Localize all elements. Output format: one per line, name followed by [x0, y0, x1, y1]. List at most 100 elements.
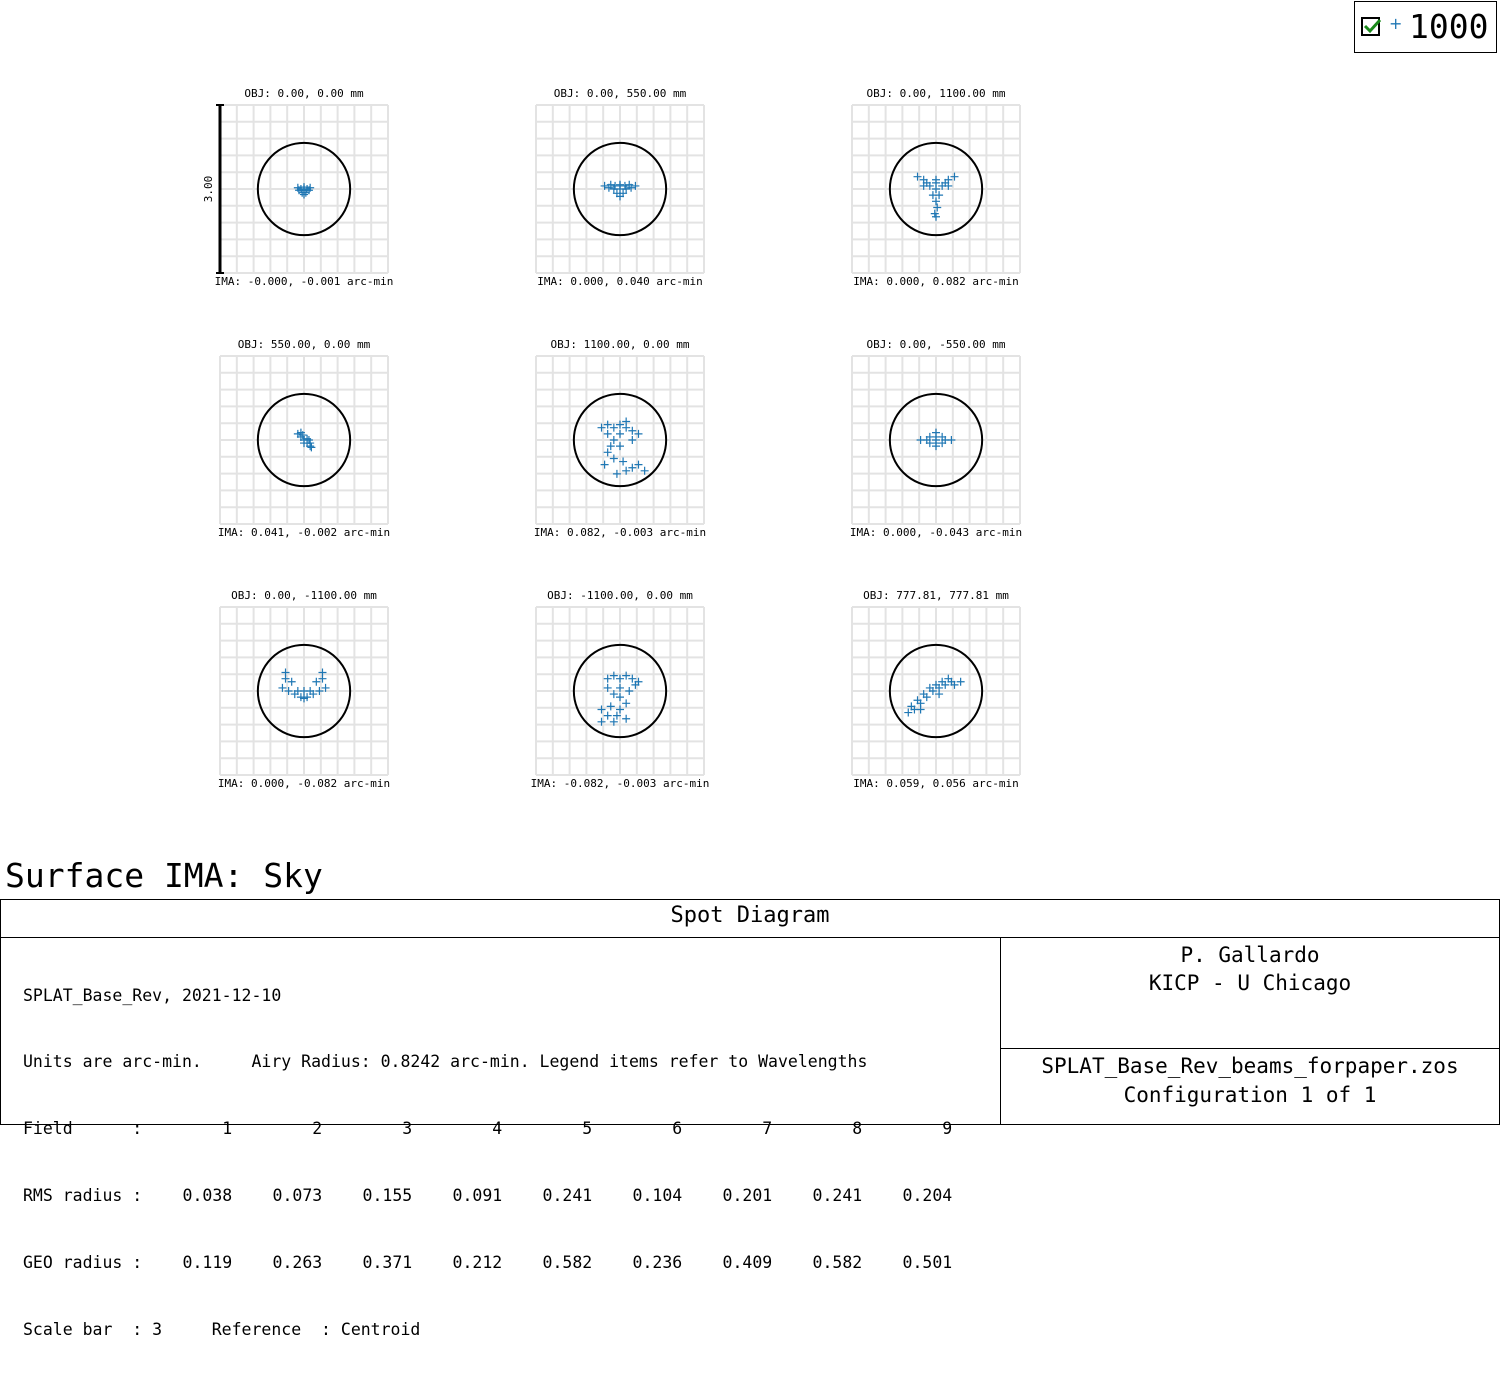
obj-label: OBJ: 1100.00, 0.00 mm [550, 338, 689, 351]
author-name: P. Gallardo [1180, 943, 1320, 967]
spot-point [287, 677, 296, 686]
field-value: 5 [582, 1119, 593, 1139]
spot-point [609, 454, 618, 463]
author-box: P. Gallardo KICP - U Chicago [1000, 937, 1499, 1049]
spot-point [922, 178, 931, 187]
spot-panel: OBJ: 1100.00, 0.00 mm IMA: 0.082, -0.003 … [534, 338, 706, 539]
spot-point [620, 181, 629, 190]
spot-point [622, 417, 631, 426]
spot-point [597, 705, 606, 714]
spot-point [616, 705, 624, 714]
spot-point [616, 693, 624, 702]
spot-point [907, 702, 916, 711]
airy-disk-circle [256, 643, 352, 739]
spot-point [611, 181, 620, 190]
rms-value: 0.204 [902, 1186, 953, 1206]
geo-label: GEO radius : [23, 1253, 143, 1273]
spot-point [932, 680, 940, 689]
spot-point [933, 203, 942, 212]
spot-point [634, 677, 643, 686]
obj-label: OBJ: 0.00, -1100.00 mm [231, 589, 377, 602]
geo-value: 0.371 [362, 1253, 413, 1273]
rms-value: 0.241 [542, 1186, 593, 1206]
spot-point [941, 178, 950, 187]
spot-point [938, 677, 947, 686]
legend-checkbox[interactable] [1361, 17, 1382, 36]
spot-point [932, 178, 940, 187]
obj-label: OBJ: 0.00, 0.00 mm [244, 87, 364, 100]
spot-point [603, 420, 612, 429]
airy-disk-circle [888, 141, 984, 237]
spot-point [300, 694, 308, 703]
info-details: SPLAT_Base_Rev, 2021-12-10 Units are arc… [23, 940, 952, 1386]
spot-point [603, 448, 612, 457]
spot-panel: OBJ: -1100.00, 0.00 mm IMA: -0.082, -0.00… [531, 589, 710, 790]
obj-label: OBJ: 550.00, 0.00 mm [238, 338, 371, 351]
check-icon [1363, 18, 1382, 34]
spot-point [616, 192, 624, 201]
spot-point [603, 683, 612, 692]
spot-point [944, 674, 953, 683]
surface-title: Surface IMA: Sky [5, 856, 323, 895]
legend-marker-icon: + [1389, 14, 1403, 33]
ima-label: IMA: 0.000, -0.082 arc-min [218, 777, 390, 790]
spot-point [321, 683, 330, 692]
spot-point [609, 690, 618, 699]
rms-value: 0.155 [362, 1186, 413, 1206]
geo-value: 0.119 [182, 1253, 233, 1273]
spot-point [600, 460, 609, 469]
ima-label: IMA: -0.082, -0.003 arc-min [531, 777, 710, 790]
info-panel: Spot Diagram SPLAT_Base_Rev, 2021-12-10 … [0, 899, 1500, 1339]
spot-point [628, 463, 637, 472]
field-value: 3 [402, 1119, 413, 1139]
spot-point [612, 711, 621, 720]
spot-point [627, 183, 636, 192]
spot-point [278, 683, 287, 692]
rms-value: 0.091 [452, 1186, 503, 1206]
rms-row: RMS radius : 0.038 0.073 0.155 0.091 0.241 0.1… [23, 1185, 952, 1207]
spot-point [603, 674, 612, 683]
ima-label: IMA: -0.000, -0.001 arc-min [215, 275, 394, 288]
rms-label: RMS radius : [23, 1186, 143, 1206]
spot-point [318, 674, 327, 683]
spot-point [616, 442, 624, 451]
scale-bar: 3.00 [202, 104, 224, 274]
spot-panel: OBJ: 550.00, 0.00 mm IMA: 0.041, -0.002 a… [218, 338, 390, 539]
rms-value: 0.104 [632, 1186, 683, 1206]
ima-label: IMA: 0.059, 0.056 arc-min [853, 777, 1019, 790]
info-title: Spot Diagram [1, 900, 1499, 938]
field-label: Field : [23, 1119, 143, 1139]
spot-point [950, 680, 959, 689]
spot-point [295, 186, 304, 195]
spot-panel: OBJ: 0.00, -550.00 mm IMA: 0.000, -0.043 … [850, 338, 1022, 539]
airy-disk-circle [256, 392, 352, 488]
configuration: Configuration 1 of 1 [1123, 1083, 1377, 1107]
spot-point [315, 687, 324, 695]
spot-panel: OBJ: 777.81, 777.81 mm IMA: 0.059, 0.056 … [851, 589, 1021, 790]
wavelength-legend: + 1000 [1354, 1, 1497, 53]
spot-panel: OBJ: 0.00, 0.00 mm IMA: -0.000, -0.001 ar… [215, 87, 394, 288]
geo-row: GEO radius : 0.119 0.263 0.371 0.212 0.582 0.2… [23, 1252, 952, 1274]
spot-point [609, 671, 618, 680]
spot-point [600, 181, 609, 190]
field-value: 6 [672, 1119, 683, 1139]
spot-point [300, 439, 308, 448]
spot-point [950, 172, 959, 181]
spot-point [616, 429, 624, 438]
ima-label: IMA: 0.082, -0.003 arc-min [534, 526, 706, 539]
spot-point [612, 469, 621, 478]
spot-point [935, 191, 944, 200]
ima-label: IMA: 0.000, -0.043 arc-min [850, 526, 1022, 539]
spot-point [284, 687, 293, 695]
airy-disk-circle [572, 141, 668, 237]
spot-point [616, 420, 624, 429]
spot-point [303, 434, 312, 443]
spot-point [913, 172, 922, 181]
spot-point [628, 674, 637, 683]
rms-value: 0.073 [272, 1186, 323, 1206]
spot-point [919, 690, 928, 699]
spot-point [609, 717, 618, 726]
spot-point [640, 466, 649, 475]
spot-point [307, 443, 316, 452]
geo-value: 0.212 [452, 1253, 503, 1273]
